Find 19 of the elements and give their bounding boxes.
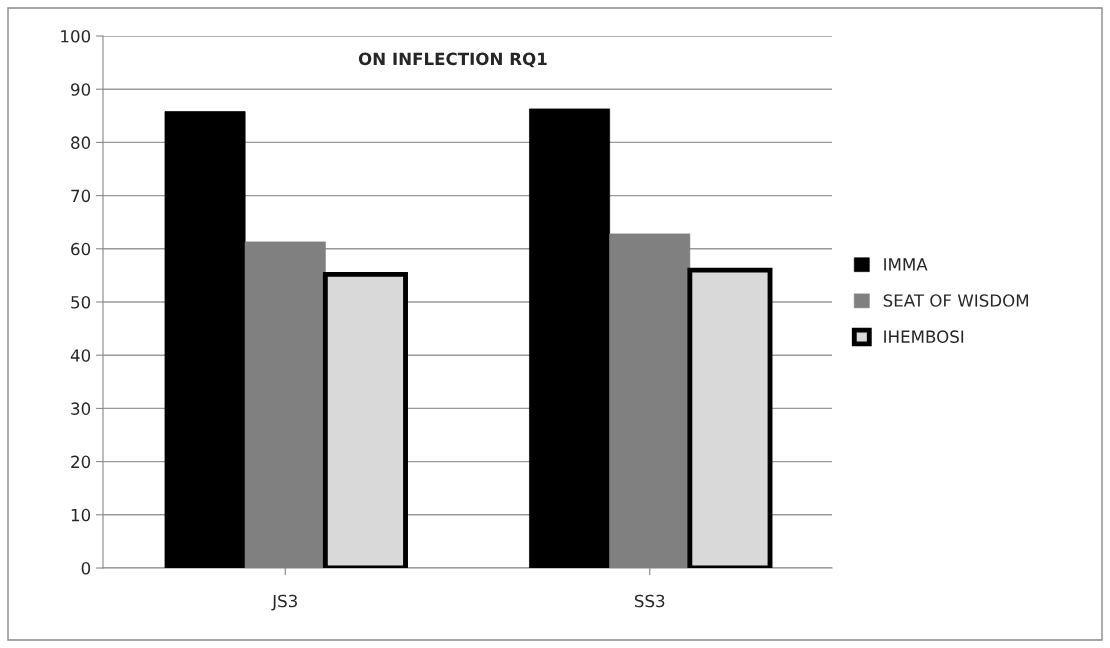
bar xyxy=(164,111,246,568)
x-tick-label: JS3 xyxy=(271,594,297,611)
y-tick-label: 40 xyxy=(70,349,91,362)
legend-label: IMMA xyxy=(884,258,928,271)
y-tick-label: 70 xyxy=(71,189,91,203)
x-tick-label: SS3 xyxy=(634,594,665,608)
y-tick-label: 10 xyxy=(71,508,91,522)
y-tick-label: 80 xyxy=(71,136,91,149)
y-tick-label: 50 xyxy=(71,295,91,309)
text: ON INFLECTION RQ1 xyxy=(358,52,547,68)
y-tick-label: 100 xyxy=(61,29,91,43)
legend-label: SEAT OF WISDOM xyxy=(883,294,1028,307)
y-tick-label: 0 xyxy=(81,561,91,575)
bar xyxy=(529,108,610,568)
y-tick-label: 60 xyxy=(71,242,91,256)
y-tick-label: 30 xyxy=(71,402,91,415)
y-tick-label: 90 xyxy=(71,83,91,96)
legend-label: IHEMBOSI xyxy=(884,330,964,343)
y-tick-label: 20 xyxy=(71,455,91,469)
